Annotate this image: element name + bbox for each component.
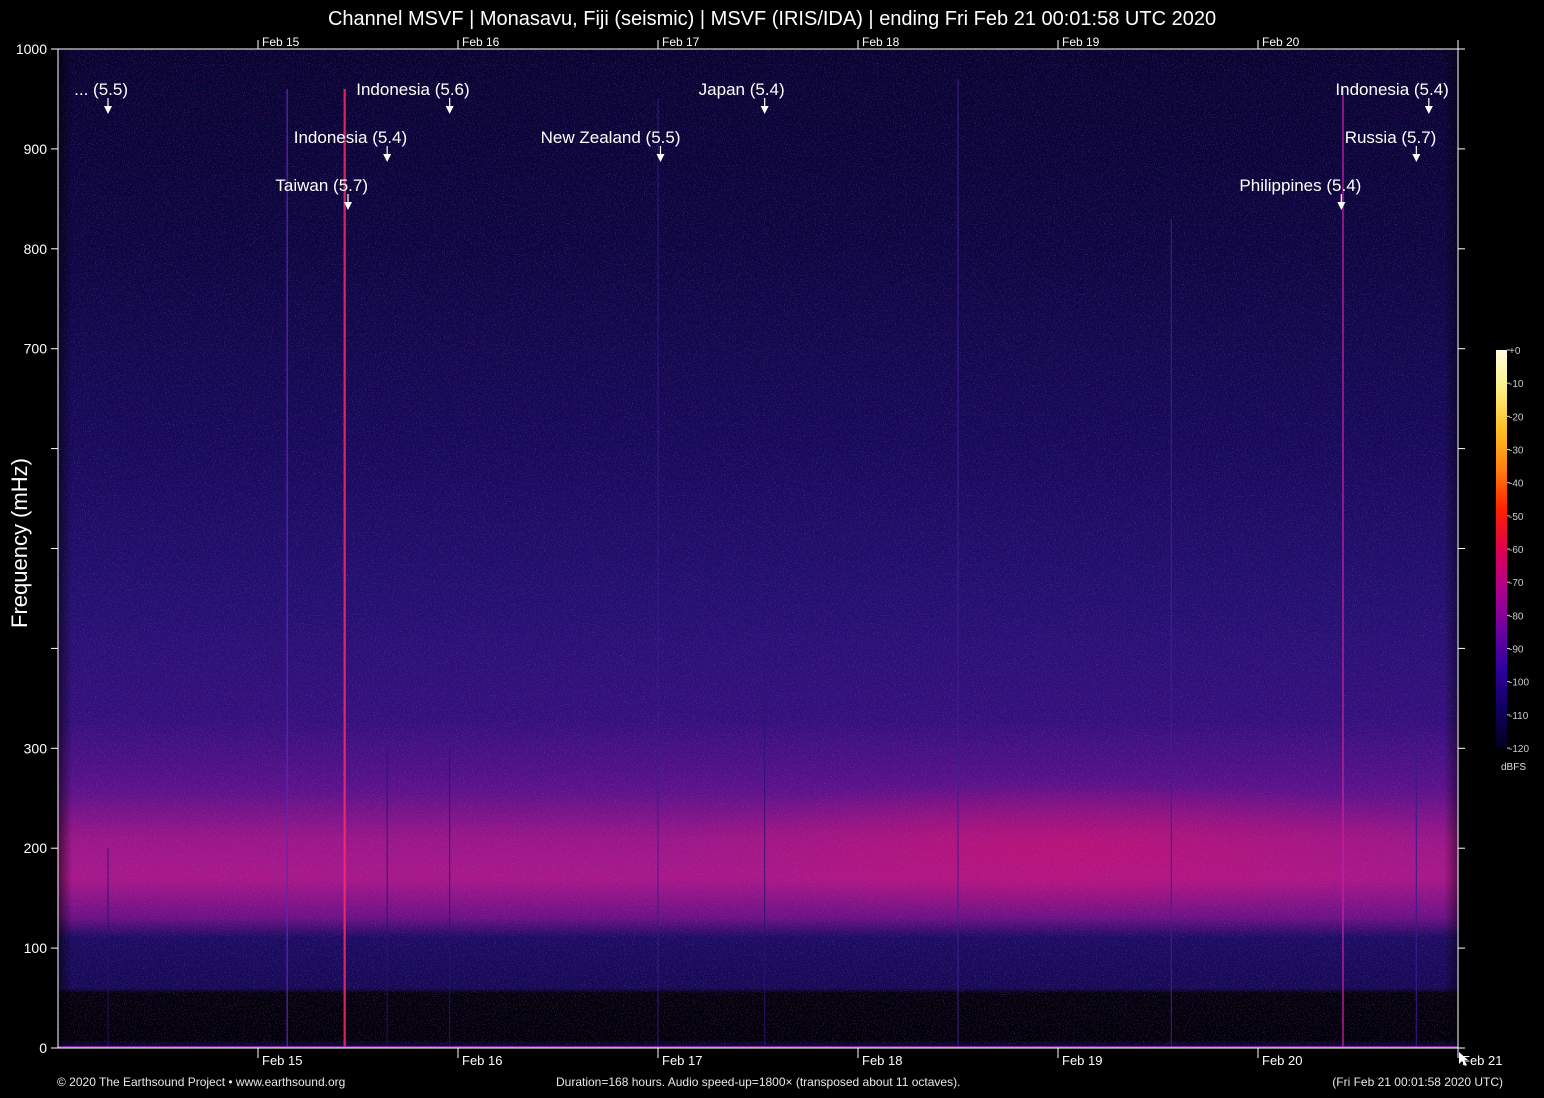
footer-timestamp: (Fri Feb 21 00:01:58 2020 UTC) bbox=[1332, 1075, 1503, 1089]
y-tick-label-700: 700 bbox=[24, 341, 48, 357]
colorbar-tick-label-5: -50 bbox=[1509, 512, 1524, 523]
colorbar-tick-label-0: +0 bbox=[1509, 346, 1521, 357]
x-tick-label-top-96: Feb 18 bbox=[862, 35, 900, 49]
x-tick-label-144: Feb 20 bbox=[1262, 1053, 1302, 1068]
event-label-2: Japan (5.4) bbox=[699, 80, 785, 99]
event-label-6: Russia (5.7) bbox=[1345, 128, 1437, 147]
spectrogram-body bbox=[58, 49, 1459, 1048]
colorbar-tick-label-2: -20 bbox=[1509, 412, 1524, 423]
colorbar-tick-label-11: -110 bbox=[1509, 711, 1529, 722]
x-tick-label-72: Feb 17 bbox=[662, 1053, 702, 1068]
x-tick-label-24: Feb 15 bbox=[262, 1053, 302, 1068]
y-tick-label-0: 0 bbox=[39, 1040, 47, 1056]
event-arrow-head-2 bbox=[760, 106, 769, 114]
event-annotations: ... (5.5) Indonesia (5.6) Japan (5.4) Indon… bbox=[74, 80, 1449, 210]
colorbar: +0 -10 -20 -30 -40 -50 -60 -70 -80 -90 -100 -110 -12… bbox=[1496, 346, 1529, 755]
y-tick-label-200: 200 bbox=[24, 840, 48, 856]
event-arrow-head-7 bbox=[344, 202, 352, 210]
event-label-4: Indonesia (5.4) bbox=[294, 128, 407, 147]
event-label-0: ... (5.5) bbox=[74, 80, 128, 99]
y-tick-label-900: 900 bbox=[24, 141, 48, 157]
x-tick-label-top-48: Feb 16 bbox=[462, 35, 500, 49]
x-tick-label-top-144: Feb 20 bbox=[1262, 35, 1300, 49]
event-arrow-head-8 bbox=[1337, 202, 1346, 210]
colorbar-tick-label-3: -30 bbox=[1509, 446, 1524, 457]
y-tick-label-300: 300 bbox=[24, 740, 48, 756]
y-tick-label-100: 100 bbox=[24, 940, 48, 956]
colorbar-bar bbox=[1496, 350, 1507, 748]
colorbar-tick-label-6: -60 bbox=[1509, 545, 1524, 556]
event-arrow-head-6 bbox=[1412, 154, 1421, 162]
x-tick-label-96: Feb 18 bbox=[862, 1053, 902, 1068]
x-tick-label-168: Feb 21 bbox=[1462, 1053, 1502, 1068]
y-tick-label-1000: 1000 bbox=[16, 41, 47, 57]
event-label-5: New Zealand (5.5) bbox=[541, 128, 681, 147]
colorbar-tick-label-9: -90 bbox=[1509, 645, 1524, 656]
event-label-8: Philippines (5.4) bbox=[1239, 176, 1361, 195]
event-label-3: Indonesia (5.4) bbox=[1335, 80, 1448, 99]
event-streaks bbox=[58, 78, 1458, 1048]
colorbar-tick-label-8: -80 bbox=[1509, 611, 1524, 622]
event-arrow-head-4 bbox=[383, 154, 392, 162]
colorbar-tick-label-12: -120 bbox=[1509, 744, 1529, 755]
colorbar-tick-label-7: -70 bbox=[1509, 578, 1524, 589]
y-axis-label: Frequency (mHz) bbox=[7, 458, 32, 628]
footer-duration: Duration=168 hours. Audio speed-up=1800×… bbox=[556, 1075, 961, 1089]
colorbar-tick-label-10: -100 bbox=[1509, 678, 1529, 689]
x-tick-label-48: Feb 16 bbox=[462, 1053, 502, 1068]
spectrogram-edge-fade bbox=[58, 49, 1458, 1048]
x-tick-label-top-120: Feb 19 bbox=[1062, 35, 1100, 49]
x-tick-label-120: Feb 19 bbox=[1062, 1053, 1102, 1068]
event-arrow-head-0 bbox=[104, 106, 112, 114]
event-label-1: Indonesia (5.6) bbox=[356, 80, 469, 99]
event-arrow-head-1 bbox=[445, 106, 454, 114]
event-arrow-head-3 bbox=[1424, 106, 1433, 114]
colorbar-tick-label-1: -10 bbox=[1509, 379, 1524, 390]
event-arrow-head-5 bbox=[656, 154, 665, 162]
y-tick-label-800: 800 bbox=[24, 241, 48, 257]
chart-title: Channel MSVF | Monasavu, Fiji (seismic) … bbox=[327, 8, 1217, 30]
plot-axes: 0 100 200 300 700 800 900 1000 Feb 15 Feb 15 Feb 1… bbox=[16, 35, 1503, 1068]
event-label-7: Taiwan (5.7) bbox=[275, 176, 368, 195]
x-tick-label-top-24: Feb 15 bbox=[262, 35, 300, 49]
cursor-icon bbox=[1459, 1052, 1468, 1066]
x-tick-label-top-72: Feb 17 bbox=[662, 35, 700, 49]
colorbar-unit: dBFS bbox=[1501, 762, 1527, 773]
colorbar-tick-label-4: -40 bbox=[1509, 479, 1524, 490]
footer-copyright: © 2020 The Earthsound Project • www.eart… bbox=[57, 1075, 346, 1089]
